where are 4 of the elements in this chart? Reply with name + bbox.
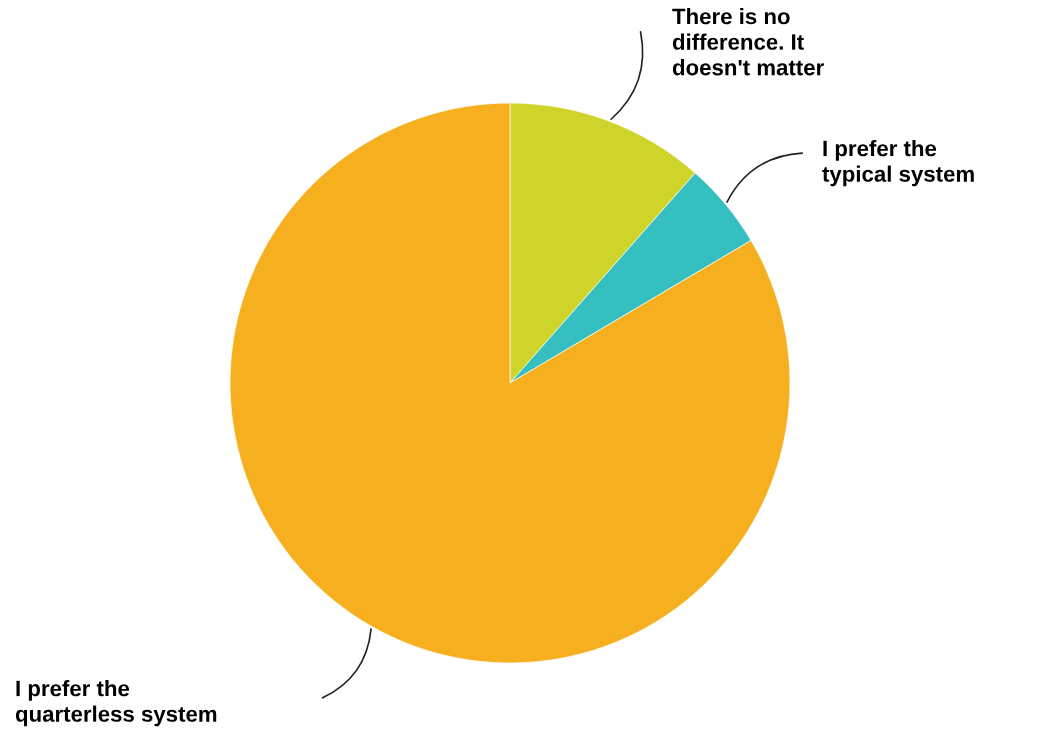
pie-slice <box>229 102 791 664</box>
slice-label: I prefer the typical system <box>822 140 974 187</box>
slice-label: There is no difference. It doesn't matter <box>672 8 824 76</box>
slice-label: I prefer the quarterless system <box>15 680 217 727</box>
